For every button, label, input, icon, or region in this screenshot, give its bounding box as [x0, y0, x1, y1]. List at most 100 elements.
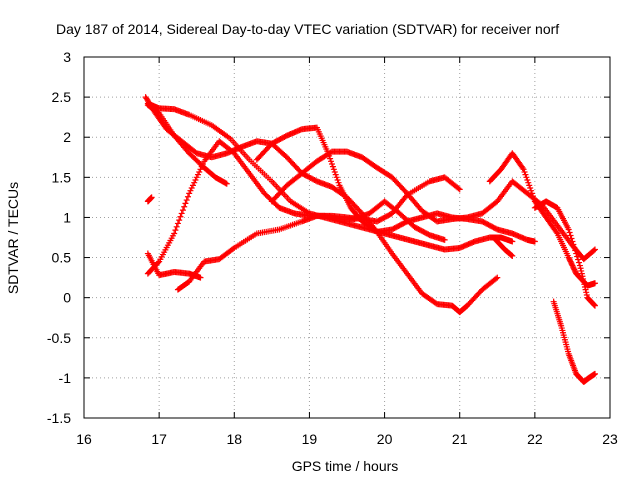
x-tick-label: 22 [527, 431, 543, 447]
y-tick-label: 0.5 [52, 250, 72, 266]
data-point-marker [590, 301, 597, 308]
data-point-marker [565, 254, 572, 261]
data-series [142, 94, 598, 385]
data-point-marker [529, 193, 536, 200]
data-point-marker [183, 197, 190, 204]
data-point-marker [176, 217, 183, 224]
data-point-marker [194, 171, 201, 178]
data-point-marker [530, 195, 537, 202]
data-point-marker [335, 179, 342, 186]
data-point-marker [333, 174, 340, 181]
x-tick-label: 21 [452, 431, 468, 447]
data-point-marker [325, 150, 332, 157]
data-point-marker [173, 223, 180, 230]
data-point-marker [494, 274, 501, 281]
y-tick-label: 3 [63, 49, 71, 65]
data-point-marker [328, 160, 335, 167]
series-track-m [550, 298, 598, 385]
data-point-marker [571, 267, 578, 274]
data-point-marker [177, 213, 184, 220]
data-point-marker [580, 275, 587, 282]
data-point-marker [184, 193, 191, 200]
chart-title: Day 187 of 2014, Sidereal Day-to-day VTE… [56, 21, 559, 37]
data-point-marker [577, 265, 584, 272]
data-point-marker [531, 238, 538, 245]
y-tick-label: -1 [59, 370, 72, 386]
x-tick-label: 17 [151, 431, 167, 447]
y-tick-label: -0.5 [47, 330, 71, 346]
data-point-marker [571, 266, 578, 273]
data-point-marker [171, 230, 178, 237]
axis-ticks: 16 17 18 19 20 21 22 23 -1.5 -1 -0.5 0 0.5 1 1.5 2 2.5 3 [47, 49, 618, 447]
data-point-marker [189, 182, 196, 189]
data-point-marker [570, 263, 577, 270]
data-point-marker [581, 283, 588, 290]
data-point-marker [567, 258, 574, 265]
data-point-marker [566, 229, 573, 236]
data-point-marker [493, 275, 500, 282]
x-axis-label: GPS time / hours [292, 458, 399, 474]
data-point-marker [583, 289, 590, 296]
data-point-marker [581, 281, 588, 288]
data-point-marker [174, 220, 181, 227]
data-point-marker [520, 166, 527, 173]
data-point-marker [568, 261, 575, 268]
data-point-marker [186, 190, 193, 197]
data-point-marker [172, 227, 179, 234]
data-point-marker [188, 185, 195, 192]
series-track-i [253, 124, 538, 245]
data-point-marker [198, 163, 205, 170]
data-point-marker [566, 255, 573, 262]
data-point-marker [576, 259, 583, 266]
data-point-marker [326, 152, 333, 159]
data-point-marker [570, 241, 577, 248]
data-point-marker [334, 177, 341, 184]
data-point-marker [591, 280, 598, 287]
series-track-e [144, 138, 448, 277]
plot-frame [83, 56, 611, 419]
data-point-marker [574, 253, 581, 260]
data-point-marker [524, 177, 531, 184]
series-track-d [144, 194, 155, 205]
data-point-marker [571, 244, 578, 251]
series-track-g [174, 174, 463, 293]
y-tick-label: 2.5 [52, 89, 72, 105]
series-track-f [144, 250, 204, 281]
series-track-l [531, 198, 598, 309]
data-point-marker [575, 256, 582, 263]
data-point-marker [455, 185, 462, 192]
y-tick-label: -1.5 [47, 410, 71, 426]
data-point-marker [148, 194, 155, 201]
data-point-marker [178, 210, 185, 217]
data-point-marker [179, 207, 186, 214]
data-point-marker [197, 274, 204, 281]
data-point-marker [578, 267, 585, 274]
data-point-marker [223, 180, 230, 187]
grid-lines [84, 57, 610, 418]
data-point-marker [579, 273, 586, 280]
data-point-marker [330, 166, 337, 173]
x-tick-label: 18 [226, 431, 242, 447]
data-point-marker [525, 179, 532, 186]
data-point-marker [182, 200, 189, 207]
data-point-marker [529, 190, 536, 197]
x-tick-label: 20 [377, 431, 393, 447]
data-point-marker [568, 259, 575, 266]
data-point-marker [591, 302, 598, 309]
data-point-marker [591, 302, 598, 309]
data-point-marker [565, 226, 572, 233]
data-point-marker [191, 179, 198, 186]
y-tick-label: 1.5 [52, 169, 72, 185]
y-tick-label: 0 [63, 290, 71, 306]
data-point-marker [569, 238, 576, 245]
data-point-marker [328, 158, 335, 165]
x-tick-label: 19 [302, 431, 318, 447]
data-point-marker [578, 270, 585, 277]
data-point-marker [331, 168, 338, 175]
data-point-marker [583, 291, 590, 298]
data-point-marker [569, 262, 576, 269]
x-tick-label: 23 [602, 431, 618, 447]
data-point-marker [196, 168, 203, 175]
data-point-marker [155, 259, 162, 266]
